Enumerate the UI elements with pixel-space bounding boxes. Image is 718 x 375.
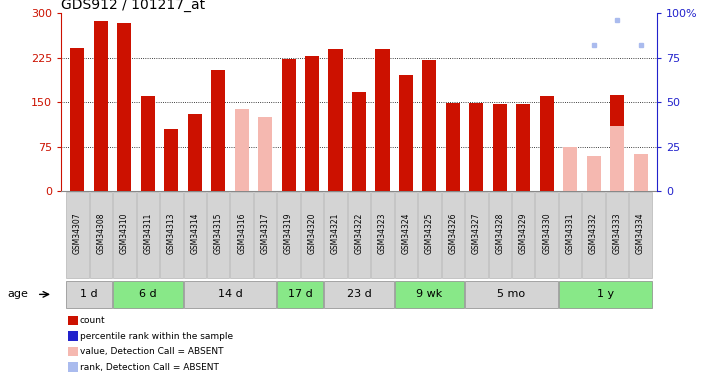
Bar: [629, 192, 652, 279]
Text: 6 d: 6 d: [139, 290, 157, 299]
Text: GSM34323: GSM34323: [378, 213, 387, 254]
Bar: [277, 192, 300, 279]
Text: value, Detection Call = ABSENT: value, Detection Call = ABSENT: [80, 347, 223, 356]
Bar: [113, 192, 136, 279]
Bar: [66, 192, 89, 279]
Bar: [348, 192, 370, 279]
Text: GSM34328: GSM34328: [495, 213, 504, 254]
Text: GSM34317: GSM34317: [261, 213, 270, 254]
Bar: [633, 154, 648, 191]
Bar: [301, 192, 323, 279]
Bar: [254, 192, 276, 279]
Bar: [94, 21, 108, 191]
Text: 14 d: 14 d: [218, 290, 243, 299]
Bar: [399, 75, 413, 191]
Bar: [117, 23, 131, 191]
Text: percentile rank within the sample: percentile rank within the sample: [80, 332, 233, 341]
Bar: [488, 192, 511, 279]
Text: 1 y: 1 y: [597, 290, 614, 299]
Text: GSM34310: GSM34310: [120, 213, 129, 254]
Bar: [258, 117, 272, 191]
Bar: [395, 280, 464, 308]
Text: GSM34326: GSM34326: [448, 213, 457, 254]
Bar: [230, 192, 253, 279]
Bar: [325, 192, 347, 279]
Bar: [352, 92, 366, 191]
Bar: [559, 192, 582, 279]
Bar: [371, 192, 393, 279]
Bar: [113, 280, 182, 308]
Bar: [184, 280, 276, 308]
Bar: [536, 192, 558, 279]
Text: GSM34330: GSM34330: [542, 213, 551, 254]
Text: age: age: [7, 290, 28, 299]
Text: GSM34334: GSM34334: [636, 213, 645, 254]
Text: GSM34315: GSM34315: [214, 213, 223, 254]
Bar: [376, 49, 389, 191]
Bar: [90, 192, 112, 279]
Text: 17 d: 17 d: [288, 290, 313, 299]
Bar: [184, 192, 206, 279]
Text: GSM34329: GSM34329: [518, 213, 528, 254]
Bar: [610, 126, 624, 191]
Bar: [187, 114, 202, 191]
Bar: [160, 192, 182, 279]
Text: GSM34307: GSM34307: [73, 213, 82, 254]
Bar: [329, 49, 342, 191]
Text: GSM34325: GSM34325: [425, 213, 434, 254]
Bar: [606, 192, 628, 279]
Bar: [211, 69, 225, 191]
Bar: [563, 147, 577, 191]
Bar: [465, 280, 558, 308]
Text: 23 d: 23 d: [347, 290, 371, 299]
Text: GSM34314: GSM34314: [190, 213, 200, 254]
Text: rank, Detection Call = ABSENT: rank, Detection Call = ABSENT: [80, 363, 218, 372]
Text: GDS912 / 101217_at: GDS912 / 101217_at: [61, 0, 205, 12]
Bar: [235, 110, 248, 191]
Bar: [559, 280, 652, 308]
Bar: [70, 48, 85, 191]
Text: 9 wk: 9 wk: [416, 290, 442, 299]
Text: GSM34316: GSM34316: [237, 213, 246, 254]
Bar: [395, 192, 417, 279]
Bar: [305, 56, 319, 191]
Bar: [422, 60, 437, 191]
Bar: [582, 192, 605, 279]
Text: GSM34331: GSM34331: [566, 213, 574, 254]
Bar: [141, 96, 155, 191]
Text: GSM34333: GSM34333: [612, 213, 622, 254]
Bar: [66, 280, 112, 308]
Text: count: count: [80, 316, 106, 326]
Bar: [281, 59, 296, 191]
Text: 5 mo: 5 mo: [498, 290, 526, 299]
Text: 1 d: 1 d: [80, 290, 98, 299]
Bar: [136, 192, 159, 279]
Text: GSM34322: GSM34322: [355, 213, 363, 254]
Bar: [418, 192, 441, 279]
Bar: [516, 104, 531, 191]
Text: GSM34327: GSM34327: [472, 213, 481, 254]
Text: GSM34319: GSM34319: [284, 213, 293, 254]
Bar: [470, 104, 483, 191]
Bar: [446, 104, 460, 191]
Bar: [587, 156, 601, 191]
Text: GSM34308: GSM34308: [96, 213, 106, 254]
Bar: [164, 129, 178, 191]
Bar: [610, 95, 624, 191]
Bar: [277, 280, 323, 308]
Text: GSM34320: GSM34320: [307, 213, 317, 254]
Text: GSM34321: GSM34321: [331, 213, 340, 254]
Bar: [207, 192, 230, 279]
Text: GSM34332: GSM34332: [589, 213, 598, 254]
Bar: [540, 96, 554, 191]
Bar: [465, 192, 488, 279]
Text: GSM34311: GSM34311: [144, 213, 152, 254]
Bar: [512, 192, 534, 279]
Bar: [493, 104, 507, 191]
Bar: [325, 280, 393, 308]
Text: GSM34324: GSM34324: [401, 213, 411, 254]
Bar: [442, 192, 464, 279]
Text: GSM34313: GSM34313: [167, 213, 176, 254]
